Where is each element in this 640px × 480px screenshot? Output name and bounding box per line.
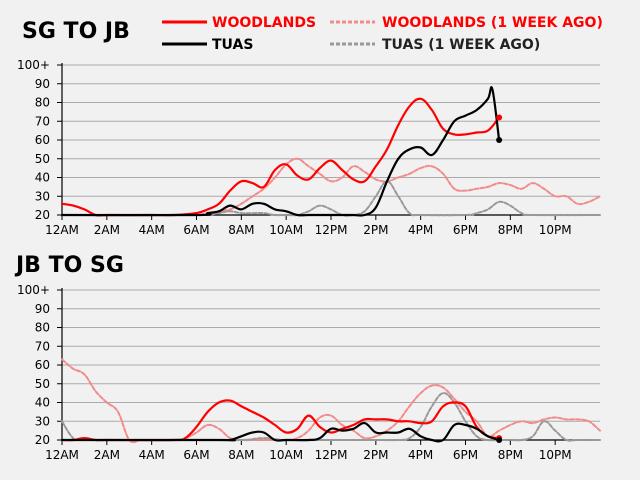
x-tick-label: 6PM xyxy=(453,223,478,237)
x-tick-label: 4PM xyxy=(408,448,433,462)
x-tick-label: 6PM xyxy=(453,448,478,462)
y-tick-label: 60 xyxy=(35,133,50,147)
y-tick-label: 60 xyxy=(35,358,50,372)
y-tick-label: 40 xyxy=(35,396,50,410)
end-point-tuas xyxy=(496,137,503,143)
legend: WOODLANDS WOODLANDS (1 WEEK AGO) TUAS TU… xyxy=(162,15,603,53)
series-line-tuas xyxy=(60,421,501,443)
x-tick-label: 6AM xyxy=(183,448,209,462)
legend-label-tuas: TUAS xyxy=(212,37,253,53)
y-tick-label: 50 xyxy=(35,152,50,166)
y-tick-label: 50 xyxy=(35,377,50,391)
x-tick-label: 12PM xyxy=(315,448,348,462)
chart-sg-to-jb: 20 30 40 50 60 70 80 90 100+ 12AM 2AM 4AM 6AM 8AM 10AM… xyxy=(17,58,601,237)
x-tick-label: 12AM xyxy=(45,448,79,462)
y-tick-label: 70 xyxy=(35,339,50,353)
x-tick-label: 2PM xyxy=(363,223,388,237)
series-line-tuas-prev xyxy=(61,392,601,442)
x-tick-label: 2AM xyxy=(94,223,120,237)
legend-label-woodlands-prev: WOODLANDS (1 WEEK AGO) xyxy=(382,15,603,31)
end-point-tuas xyxy=(496,437,503,443)
y-tick-label: 30 xyxy=(35,189,50,203)
x-tick-label: 10AM xyxy=(269,223,303,237)
end-point-woodlands xyxy=(496,114,503,121)
y-tick-label: 90 xyxy=(35,302,50,316)
x-tick-label: 8AM xyxy=(228,448,254,462)
x-tick-label: 12PM xyxy=(315,223,348,237)
x-tick-label: 4AM xyxy=(139,448,165,462)
legend-label-woodlands: WOODLANDS xyxy=(212,15,316,31)
x-tick-label: 2PM xyxy=(363,448,388,462)
y-tick-label: 100+ xyxy=(17,283,50,297)
x-tick-label: 6AM xyxy=(183,223,209,237)
series-line-tuas xyxy=(60,86,501,217)
chart-title-sg-to-jb: SG TO JB xyxy=(22,19,130,44)
x-tick-label: 8PM xyxy=(498,448,523,462)
y-tick-label: 30 xyxy=(35,414,50,428)
x-tick-label: 4PM xyxy=(408,223,433,237)
x-tick-label: 8AM xyxy=(228,223,254,237)
y-tick-label: 100+ xyxy=(17,58,50,72)
x-tick-label: 8PM xyxy=(498,223,523,237)
y-tick-label: 40 xyxy=(35,171,50,185)
legend-label-tuas-prev: TUAS (1 WEEK AGO) xyxy=(382,37,540,53)
x-tick-label: 10AM xyxy=(269,448,303,462)
chart-title-jb-to-sg: JB TO SG xyxy=(14,253,124,278)
y-tick-label: 80 xyxy=(35,96,50,110)
x-tick-label: 10PM xyxy=(539,223,572,237)
y-tick-label: 70 xyxy=(35,114,50,128)
x-tick-label: 12AM xyxy=(45,223,79,237)
chart-jb-to-sg: 20 30 40 50 60 70 80 90 100+ 12AM 2AM 4AM 6AM 8AM 10AM… xyxy=(17,283,601,462)
x-tick-label: 10PM xyxy=(539,448,572,462)
x-tick-label: 2AM xyxy=(94,448,120,462)
y-tick-label: 20 xyxy=(35,433,50,447)
x-tick-label: 4AM xyxy=(139,223,165,237)
y-tick-label: 90 xyxy=(35,77,50,91)
y-tick-label: 20 xyxy=(35,208,50,222)
y-tick-label: 80 xyxy=(35,321,50,335)
